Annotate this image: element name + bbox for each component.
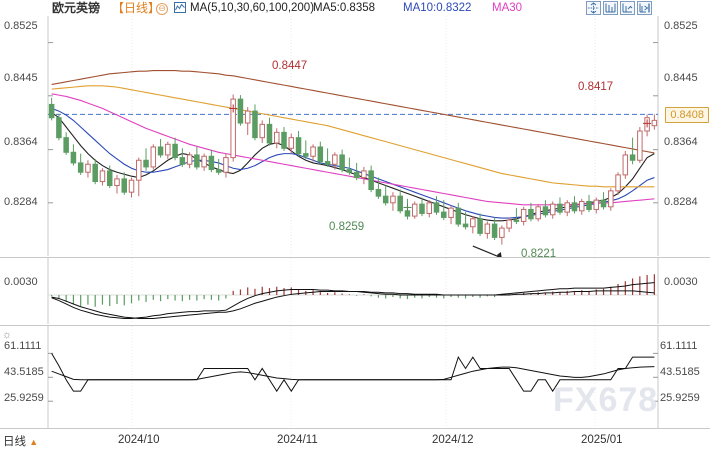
- price-chart-panel[interactable]: [0, 16, 710, 260]
- annotation-high-2: 0.8417: [578, 81, 614, 93]
- collapse-icon[interactable]: ⊖: [156, 3, 168, 15]
- price-tick-right-0: 0.8525: [664, 20, 698, 32]
- price-chart-svg[interactable]: [0, 16, 710, 260]
- psy-tick-right-1: 43.5185: [660, 366, 700, 378]
- x-tick-1: 2024/11: [277, 434, 318, 446]
- x-tick-2: 2024/12: [432, 434, 474, 446]
- period-toggle-label: 日线: [3, 436, 26, 448]
- price-tick-left-1: 0.8445: [4, 72, 38, 84]
- chart-latest-icon[interactable]: [637, 1, 652, 15]
- macd-chart-panel[interactable]: [0, 258, 710, 324]
- price-tick-right-2: 0.8364: [664, 136, 698, 148]
- price-tick-right-3: 0.8284: [664, 196, 698, 208]
- ma-params-label: MA(5,10,30,60,100,200): [190, 2, 315, 14]
- current-price-badge: 0.8408: [665, 107, 709, 123]
- x-tick-3: 2025/01: [581, 434, 623, 446]
- psy-chart-panel[interactable]: [0, 326, 710, 428]
- chart-header: 欧元英镑 【日线】 ⊖ MA(5,10,30,60,100,200) MA5:0…: [0, 0, 710, 16]
- chart-toolbar: [586, 1, 652, 15]
- ma30-value: MA30: [492, 2, 523, 14]
- psy-tick-right-0: 61.1111: [660, 340, 698, 352]
- psy-tick-left-0: 61.1111: [4, 340, 42, 352]
- chart-mini-icon: [174, 2, 186, 13]
- psy-tick-right-2: 25.9259: [660, 392, 700, 404]
- x-tick-0: 2024/10: [118, 434, 160, 446]
- psy-panel-divider: [0, 325, 710, 326]
- annotation-high-1: 0.8447: [272, 60, 308, 72]
- settings-dot-icon[interactable]: ☼: [2, 329, 13, 341]
- chart-scale-icon[interactable]: [603, 1, 618, 15]
- instrument-name: 欧元英镑: [52, 1, 101, 15]
- triangle-up-icon: ▲: [29, 437, 39, 447]
- annotation-low-1: 0.8259: [329, 221, 365, 233]
- price-tick-right-1: 0.8445: [664, 72, 698, 84]
- price-tick-left-3: 0.8284: [4, 196, 38, 208]
- ma5-value: MA5:0.8358: [313, 2, 376, 14]
- crosshair-move-icon[interactable]: [586, 1, 601, 15]
- psy-tick-left-1: 43.5185: [4, 366, 44, 378]
- macd-tick-right: 0.0030: [664, 276, 698, 288]
- psy-chart-svg[interactable]: [0, 326, 710, 428]
- watermark: FX678: [553, 381, 659, 419]
- macd-tick-left: 0.0030: [4, 276, 38, 288]
- chart-shift-icon[interactable]: [620, 1, 635, 15]
- macd-panel-divider: [0, 257, 710, 258]
- psy-tick-left-2: 25.9259: [4, 392, 44, 404]
- x-axis: 2024/10 2024/11 2024/12 2025/01: [0, 428, 710, 452]
- period-label[interactable]: 【日线】: [112, 1, 161, 15]
- ma10-value: MA10:0.8322: [403, 2, 472, 14]
- macd-chart-svg[interactable]: [0, 258, 710, 324]
- price-tick-left-0: 0.8525: [4, 20, 38, 32]
- period-toggle[interactable]: 日线 ▲: [3, 433, 38, 449]
- price-tick-left-2: 0.8364: [4, 136, 38, 148]
